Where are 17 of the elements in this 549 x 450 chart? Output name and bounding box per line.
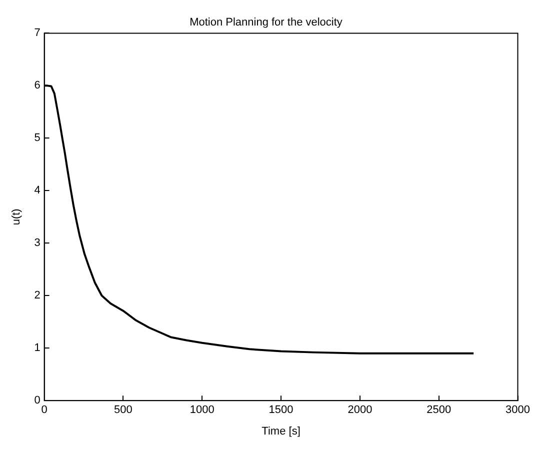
- x-tick-label: 1500: [268, 404, 294, 416]
- x-tick-label: 2000: [348, 404, 372, 416]
- y-tick-label: 4: [34, 184, 40, 197]
- x-tick-label: 1000: [190, 404, 214, 416]
- y-tick-label: 5: [34, 132, 40, 144]
- x-tick-label: 500: [114, 404, 132, 416]
- y-tick-label: 1: [34, 342, 40, 354]
- y-tick-label: 3: [34, 237, 40, 250]
- y-tick-label: 0: [34, 394, 40, 407]
- chart-title: Motion Planning for the velocity: [190, 16, 343, 29]
- y-tick-label: 6: [34, 80, 40, 92]
- y-tick-label: 2: [34, 290, 40, 302]
- y-tick-label: 7: [34, 27, 40, 40]
- x-tick-label: 3000: [506, 404, 530, 416]
- x-tick-label: 2500: [426, 404, 452, 416]
- x-axis-title: Time [s]: [262, 425, 300, 438]
- y-axis-title: u(t): [10, 208, 23, 226]
